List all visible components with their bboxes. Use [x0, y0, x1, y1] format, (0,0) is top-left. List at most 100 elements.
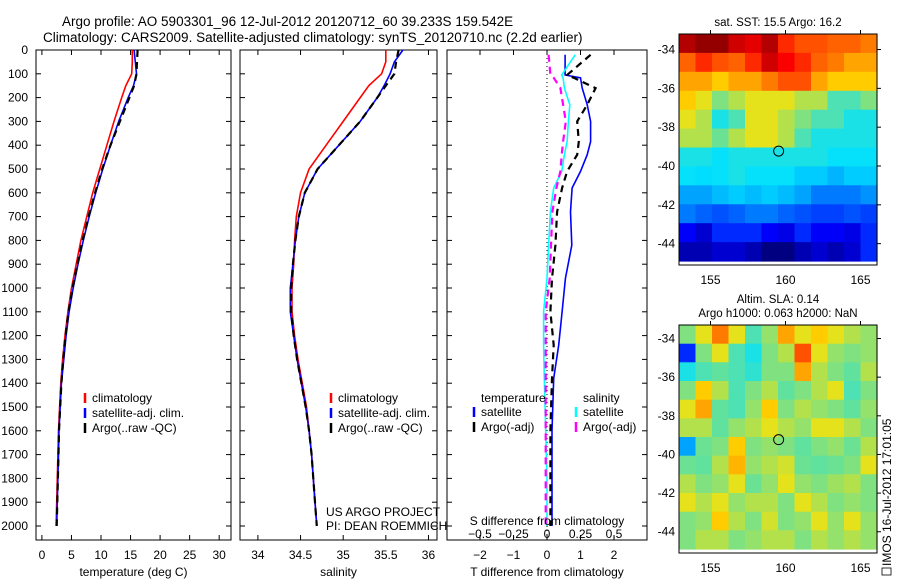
- y-tick-label: 700: [8, 210, 28, 224]
- heatmap-cell: [778, 204, 796, 224]
- heatmap-cell: [679, 90, 697, 111]
- heatmap-cell: [679, 418, 697, 438]
- heatmap-cell: [860, 128, 878, 149]
- heatmap-cell: [860, 493, 878, 513]
- heatmap-cell: [695, 530, 713, 550]
- heatmap-cell: [712, 474, 730, 494]
- series-line-t-satellite: [551, 54, 592, 526]
- heatmap-cell: [844, 418, 862, 438]
- heatmap-cell: [679, 437, 697, 457]
- heatmap-cell: [860, 71, 878, 92]
- heatmap-cell: [844, 34, 862, 54]
- heatmap-cell: [695, 242, 713, 262]
- heatmap-cell: [712, 34, 730, 54]
- x2-tick-label: 0: [544, 527, 551, 541]
- heatmap-cell: [794, 474, 812, 494]
- heatmap-cell: [728, 399, 746, 419]
- heatmap-cell: [811, 147, 829, 167]
- heatmap-cell: [778, 90, 796, 111]
- x-tick-label: 165: [850, 273, 870, 287]
- heatmap-cell: [712, 204, 730, 224]
- heatmap-cell: [745, 223, 763, 243]
- heatmap-cell: [778, 128, 796, 149]
- heatmap-cell: [712, 325, 730, 345]
- x-tick-label: 10: [94, 548, 108, 562]
- heatmap-cell: [761, 455, 779, 475]
- heatmap-cell: [860, 474, 878, 494]
- heatmap-cell: [811, 109, 829, 130]
- pi-label: PI: DEAN ROEMMICH: [326, 519, 447, 533]
- heatmap-cell: [695, 474, 713, 494]
- heatmap-cell: [745, 242, 763, 262]
- x-tick-label: 165: [850, 561, 870, 575]
- heatmap-cell: [811, 362, 829, 382]
- heatmap-cell: [827, 455, 845, 475]
- heatmap-cell: [712, 437, 730, 457]
- heatmap-cell: [844, 52, 862, 73]
- x-tick-label: 34: [251, 548, 265, 562]
- heatmap-cell: [712, 511, 730, 531]
- heatmap-cell: [695, 381, 713, 401]
- heatmap-cell: [794, 437, 812, 457]
- heatmap-cell: [745, 166, 763, 186]
- y-tick-label: 500: [8, 162, 28, 176]
- heatmap-cell: [695, 343, 713, 363]
- y-tick-label: 1600: [1, 424, 28, 438]
- heatmap-cell: [761, 362, 779, 382]
- heatmap-cell: [811, 437, 829, 457]
- difference-panel: −2 −1 0 1 2 T difference from climatology −0.5…: [446, 49, 648, 579]
- heatmap-cell: [695, 511, 713, 531]
- heatmap-cell: [827, 52, 845, 73]
- heatmap-cell: [778, 166, 796, 186]
- heatmap-cell: [728, 455, 746, 475]
- x-tick-label: 35.5: [374, 548, 398, 562]
- y-tick-label: 900: [8, 257, 28, 271]
- heatmap-cell: [728, 325, 746, 345]
- heatmap-cell: [860, 455, 878, 475]
- heatmap-cell: [695, 455, 713, 475]
- heatmap-cell: [811, 204, 829, 224]
- heatmap-cell: [860, 399, 878, 419]
- heatmap-cell: [860, 109, 878, 130]
- heatmap-cell: [679, 34, 697, 54]
- heatmap-cell: [794, 52, 812, 73]
- x-tick-label: 160: [775, 561, 795, 575]
- heatmap-cell: [761, 493, 779, 513]
- heatmap-cell: [745, 325, 763, 345]
- heatmap-cell: [695, 166, 713, 186]
- legend-label: Argo(..raw -QC): [338, 421, 423, 435]
- heatmap-cell: [811, 34, 829, 54]
- heatmap-cell: [794, 242, 812, 262]
- heatmap-cell: [761, 511, 779, 531]
- series-line-s-satellite: [542, 54, 576, 526]
- heatmap-cell: [811, 325, 829, 345]
- heatmap-cell: [860, 381, 878, 401]
- x2-axis-label: S difference from climatology: [470, 514, 625, 528]
- timestamp-label: IMOS 16-Jul-2012 17:01:05: [880, 418, 894, 566]
- heatmap-cell: [712, 242, 730, 262]
- heatmap-cell: [679, 147, 697, 167]
- heatmap-cell: [761, 166, 779, 186]
- heatmap-cell: [844, 147, 862, 167]
- heatmap-cell: [860, 437, 878, 457]
- heatmap-cell: [794, 362, 812, 382]
- heatmap-cell: [728, 511, 746, 531]
- legend-label: Argo(..raw -QC): [92, 421, 177, 435]
- heatmap-cell: [728, 147, 746, 167]
- heatmap-cell: [827, 474, 845, 494]
- heatmap-cell: [844, 493, 862, 513]
- heatmap-cell: [778, 185, 796, 205]
- x-tick-label: 5: [68, 548, 75, 562]
- heatmap-cell: [844, 530, 862, 550]
- y-tick-label: 800: [8, 233, 28, 247]
- heatmap-cell: [712, 381, 730, 401]
- heatmap-cell: [794, 455, 812, 475]
- heatmap-cell: [827, 418, 845, 438]
- heatmap-cell: [794, 109, 812, 130]
- legend-header-temperature: temperature: [481, 391, 546, 405]
- heatmap-cell: [761, 185, 779, 205]
- heatmap-cell: [778, 437, 796, 457]
- legend-label: climatology: [338, 391, 398, 405]
- y-tick-label: 1200: [1, 329, 28, 343]
- heatmap-cell: [860, 362, 878, 382]
